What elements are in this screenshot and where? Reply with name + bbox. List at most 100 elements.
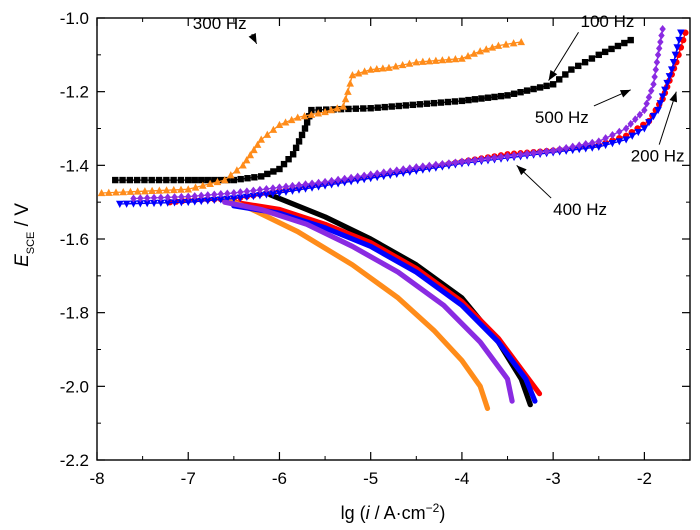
500-hz-marker [230,188,238,197]
300-hz-marker [333,104,342,112]
500-hz-marker [224,189,231,198]
300-hz-marker [239,161,247,169]
axis-ticks: -8 -7 -6 -5 -4 -3 -2 -2.2 -2.0 -1.8 -1.6 -1.4 -1.2 -1… [60,9,691,488]
100-hz-marker [185,176,192,184]
400-hz-marker [184,198,193,207]
100-hz-marker [588,55,596,62]
500-hz-marker [510,151,518,160]
400-hz-marker [581,145,590,153]
300-hz-marker [372,64,381,73]
400-hz-marker [392,170,401,179]
500-hz-marker [458,157,466,166]
400-hz-marker [143,200,151,208]
100-hz-marker [177,176,185,184]
500-hz-marker [150,193,158,202]
100-hz-marker [517,88,524,96]
400-hz-marker [301,185,310,193]
x-tick-label: -2 [637,469,652,488]
400-hz-marker [667,66,676,74]
300-hz-marker [119,188,128,196]
400-hz-marker [223,195,232,204]
500-hz-marker [530,148,537,157]
500-hz-marker [204,191,211,200]
100-hz-marker [409,101,416,109]
300-hz-marker [470,49,478,57]
100-hz-marker [119,176,126,184]
300-hz-marker [191,183,200,191]
500-hz-marker [295,181,303,190]
100-hz-marker [568,66,575,73]
100-hz-marker [536,84,544,91]
200-hz-marker [682,29,689,36]
300-hz-marker [346,79,354,87]
300-hz-marker [391,62,400,70]
400-hz-marker [190,198,199,206]
100-hz-marker [575,62,582,70]
400-hz-marker [210,196,219,205]
500-hz-marker [653,58,661,67]
400-hz-marker [321,182,329,190]
300-hz-marker [451,55,460,63]
400-hz-marker [262,191,271,199]
500-hz-marker [562,143,570,152]
500-hz-marker [211,190,218,199]
100-hz-marker [270,168,277,175]
100-hz-marker [308,106,315,114]
400-hz-marker [236,194,245,202]
100-hz-marker [280,160,288,168]
400-hz-marker [663,79,671,88]
300-hz-marker [509,39,518,47]
400-hz-marker [136,200,145,208]
300-hz-marker [482,45,491,53]
100-hz-marker [423,100,431,107]
100-hz-marker [237,175,244,183]
x-tick-label: -3 [546,469,561,488]
100-hz-marker [295,138,303,145]
300-hz-marker [366,65,375,73]
300-hz-marker [339,102,348,110]
500-hz-marker [627,119,634,128]
100-hz-marker [352,105,360,112]
500-hz-marker [354,172,361,181]
400-hz-marker [256,192,264,200]
400-hz-marker [197,197,206,206]
300-hz-marker [162,186,171,194]
400-hz-marker [282,188,290,196]
300-hz-marker [293,113,302,121]
100-hz-marker [530,85,537,93]
100-hz-marker [478,95,485,102]
300-hz-marker [133,187,142,195]
300-hz-marker [220,176,229,184]
300-hz-marker [405,59,414,67]
500-hz-marker [659,25,666,34]
300-hz-marker [300,112,309,120]
400-hz-marker [230,195,238,203]
100-hz-marker [258,173,265,180]
300-hz-marker [269,125,278,133]
500-hz-marker [569,142,576,151]
300-hz-marker [502,40,510,48]
100-hz-marker [292,144,300,152]
300-hz-marker [314,109,323,117]
400-hz-marker [157,199,165,207]
100-hz-marker [217,176,225,184]
500-hz-marker [643,99,650,108]
400-hz-marker [658,93,667,101]
500-hz-marker [609,130,616,139]
100-hz-marker [323,106,330,113]
500-hz-marker [445,159,453,168]
annotation-arrow-head [669,91,678,103]
100-hz-marker [388,103,395,110]
100-hz-marker [301,125,309,132]
300-hz-cathodic-line [222,195,491,411]
500-hz-marker [413,163,420,172]
300-hz-marker [257,135,266,143]
100-hz-marker [244,175,251,182]
x-tick-label: -5 [363,469,378,488]
annotation-100-hz: 100 Hz [581,12,635,31]
y-tick-label: -2.2 [60,451,89,470]
500-hz-marker [426,161,433,170]
annotation-arrow-head [516,165,527,176]
500-hz-marker [217,190,225,199]
100-hz-marker [170,176,177,184]
